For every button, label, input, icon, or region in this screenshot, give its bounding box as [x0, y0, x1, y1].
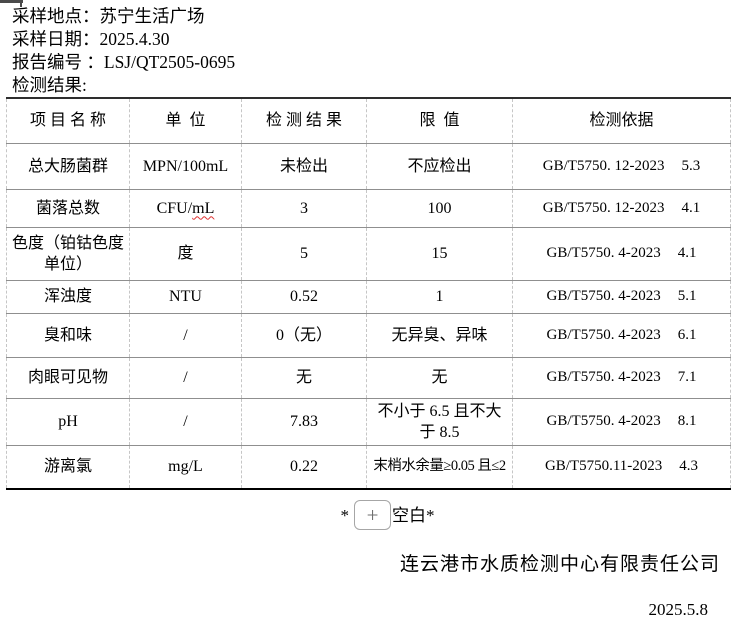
results-heading-line: 检测结果:: [12, 75, 87, 95]
cell-result: 5: [241, 227, 367, 281]
basis-standard: GB/T5750. 4-2023: [546, 369, 661, 385]
basis-standard: GB/T5750. 4-2023: [546, 413, 661, 429]
cell-basis: GB/T5750. 12-2023 4.1: [512, 189, 731, 228]
column-header-basis: 检测依据: [512, 98, 731, 144]
header-row: 项 目 名 称 单 位 检 测 结 果 限 值 检测依据: [6, 98, 731, 144]
table-row: 浑浊度 NTU 0.52 1 GB/T5750. 4-2023 5.1: [6, 280, 731, 314]
basis-clause: 5.1: [677, 288, 697, 304]
basis-clause: 7.1: [677, 369, 697, 385]
cell-result: 未检出: [241, 143, 367, 190]
cell-unit: NTU: [129, 280, 242, 314]
cell-result: 0（无）: [241, 313, 367, 358]
cell-item: 浑浊度: [6, 280, 130, 314]
cell-result: 7.83: [241, 398, 367, 446]
cell-limit: 无: [366, 357, 513, 399]
cell-limit: 无异臭、异味: [366, 313, 513, 358]
table-row: 游离氯 mg/L 0.22 末梢水余量≥0.05 且≤2 GB/T5750.11…: [7, 445, 731, 489]
cell-limit: 15: [366, 227, 513, 281]
basis-clause: 8.1: [677, 413, 697, 429]
cell-basis: GB/T5750. 4-2023 6.1: [512, 313, 731, 358]
blank-placeholder: * + 空白*: [21, 499, 733, 533]
cell-result: 0.52: [241, 280, 367, 314]
cell-unit: mg/L: [129, 445, 242, 489]
sampling-date-line: 采样日期：2025.4.30: [12, 29, 170, 49]
expand-button[interactable]: +: [354, 500, 391, 531]
cell-item: 色度（铂钴色度单位）: [6, 227, 130, 281]
cell-basis: GB/T5750. 4-2023 8.1: [512, 398, 731, 446]
basis-standard: GB/T5750.11-2023: [544, 458, 663, 475]
cell-item: 总大肠菌群: [6, 143, 130, 190]
basis-standard: GB/T5750. 4-2023: [546, 245, 661, 261]
cell-basis: GB/T5750. 4-2023 5.1: [512, 280, 731, 314]
cell-limit: 不小于 6.5 且不大于 8.5: [366, 398, 513, 446]
basis-clause: 4.1: [677, 245, 697, 261]
table-row: 臭和味 / 0（无） 无异臭、异味 GB/T5750. 4-2023 6.1: [6, 313, 731, 358]
cell-limit: 100: [366, 189, 513, 228]
cell-item: 臭和味: [6, 313, 130, 358]
table-row: 总大肠菌群 MPN/100mL 未检出 不应检出 GB/T5750. 12-20…: [6, 143, 731, 190]
cell-unit: CFU/mL: [129, 189, 242, 228]
cell-unit: MPN/100mL: [129, 143, 242, 190]
cell-basis: GB/T5750. 4-2023 7.1: [512, 357, 731, 399]
sampling-location-line: 采样地点：苏宁生活广场: [12, 6, 205, 26]
cell-basis: GB/T5750.11-2023 4.3: [512, 445, 731, 489]
spellchecked-unit-text: mL: [192, 199, 215, 217]
table-row: 菌落总数 CFU/mL 3 100 GB/T5750. 12-2023 4.1: [6, 189, 731, 228]
basis-standard: GB/T5750. 4-2023: [546, 288, 661, 304]
company-name: 连云港市水质检测中心有限责任公司: [399, 554, 720, 575]
cell-limit: 不应检出: [366, 143, 513, 190]
basis-clause: 5.3: [681, 157, 701, 174]
cell-unit: /: [129, 398, 242, 446]
cell-item: pH: [6, 398, 130, 446]
cell-limit: 末梢水余量≥0.05 且≤2: [366, 445, 513, 489]
cell-item: 肉眼可见物: [6, 357, 130, 399]
cell-unit: 度: [129, 227, 242, 281]
basis-clause: 6.1: [677, 326, 697, 343]
cell-result: 3: [241, 189, 367, 228]
basis-clause: 4.3: [679, 458, 699, 475]
cell-unit: /: [129, 357, 242, 399]
basis-standard: GB/T5750. 12-2023: [542, 199, 665, 216]
cell-item: 游离氯: [43, 458, 92, 476]
cell-result: 0.22: [241, 445, 367, 489]
column-header-item: 项 目 名 称: [6, 98, 130, 144]
unit-text: CFU/: [156, 199, 193, 217]
table-row: pH / 7.83 不小于 6.5 且不大于 8.5 GB/T5750. 4-2…: [6, 398, 731, 446]
basis-standard: GB/T5750. 4-2023: [546, 326, 661, 343]
column-header-result: 检 测 结 果: [241, 98, 367, 144]
table-row: 肉眼可见物 / 无 无 GB/T5750. 4-2023 7.1: [6, 357, 731, 399]
results-table: 项 目 名 称 单 位 检 测 结 果 限 值 检测依据 总大肠菌群 MPN/1…: [6, 97, 731, 490]
column-header-unit: 单 位: [129, 98, 242, 144]
report-date: 2025.5.8: [648, 600, 709, 619]
blank-prefix: *: [340, 506, 350, 525]
cell-item: 菌落总数: [6, 189, 130, 228]
column-header-limit: 限 值: [366, 98, 513, 144]
basis-standard: GB/T5750. 12-2023: [542, 157, 665, 174]
cell-basis: GB/T5750. 12-2023 5.3: [512, 143, 731, 190]
cropped-table-corner-artifact: [0, 0, 23, 7]
blank-suffix: 空白*: [392, 506, 435, 525]
basis-clause: 4.1: [681, 199, 701, 216]
cell-result: 无: [241, 357, 367, 399]
cell-basis: GB/T5750. 4-2023 4.1: [512, 227, 731, 281]
report-number-line: 报告编号 ：LSJ/QT2505-0695: [12, 52, 236, 72]
cell-limit: 1: [366, 280, 513, 314]
cell-unit: /: [129, 313, 242, 358]
table-row: 色度（铂钴色度单位） 度 5 15 GB/T5750. 4-2023 4.1: [6, 227, 731, 281]
report-meta: 采样地点：苏宁生活广场 采样日期：2025.4.30 报告编号 ：LSJ/QT2…: [0, 0, 733, 97]
